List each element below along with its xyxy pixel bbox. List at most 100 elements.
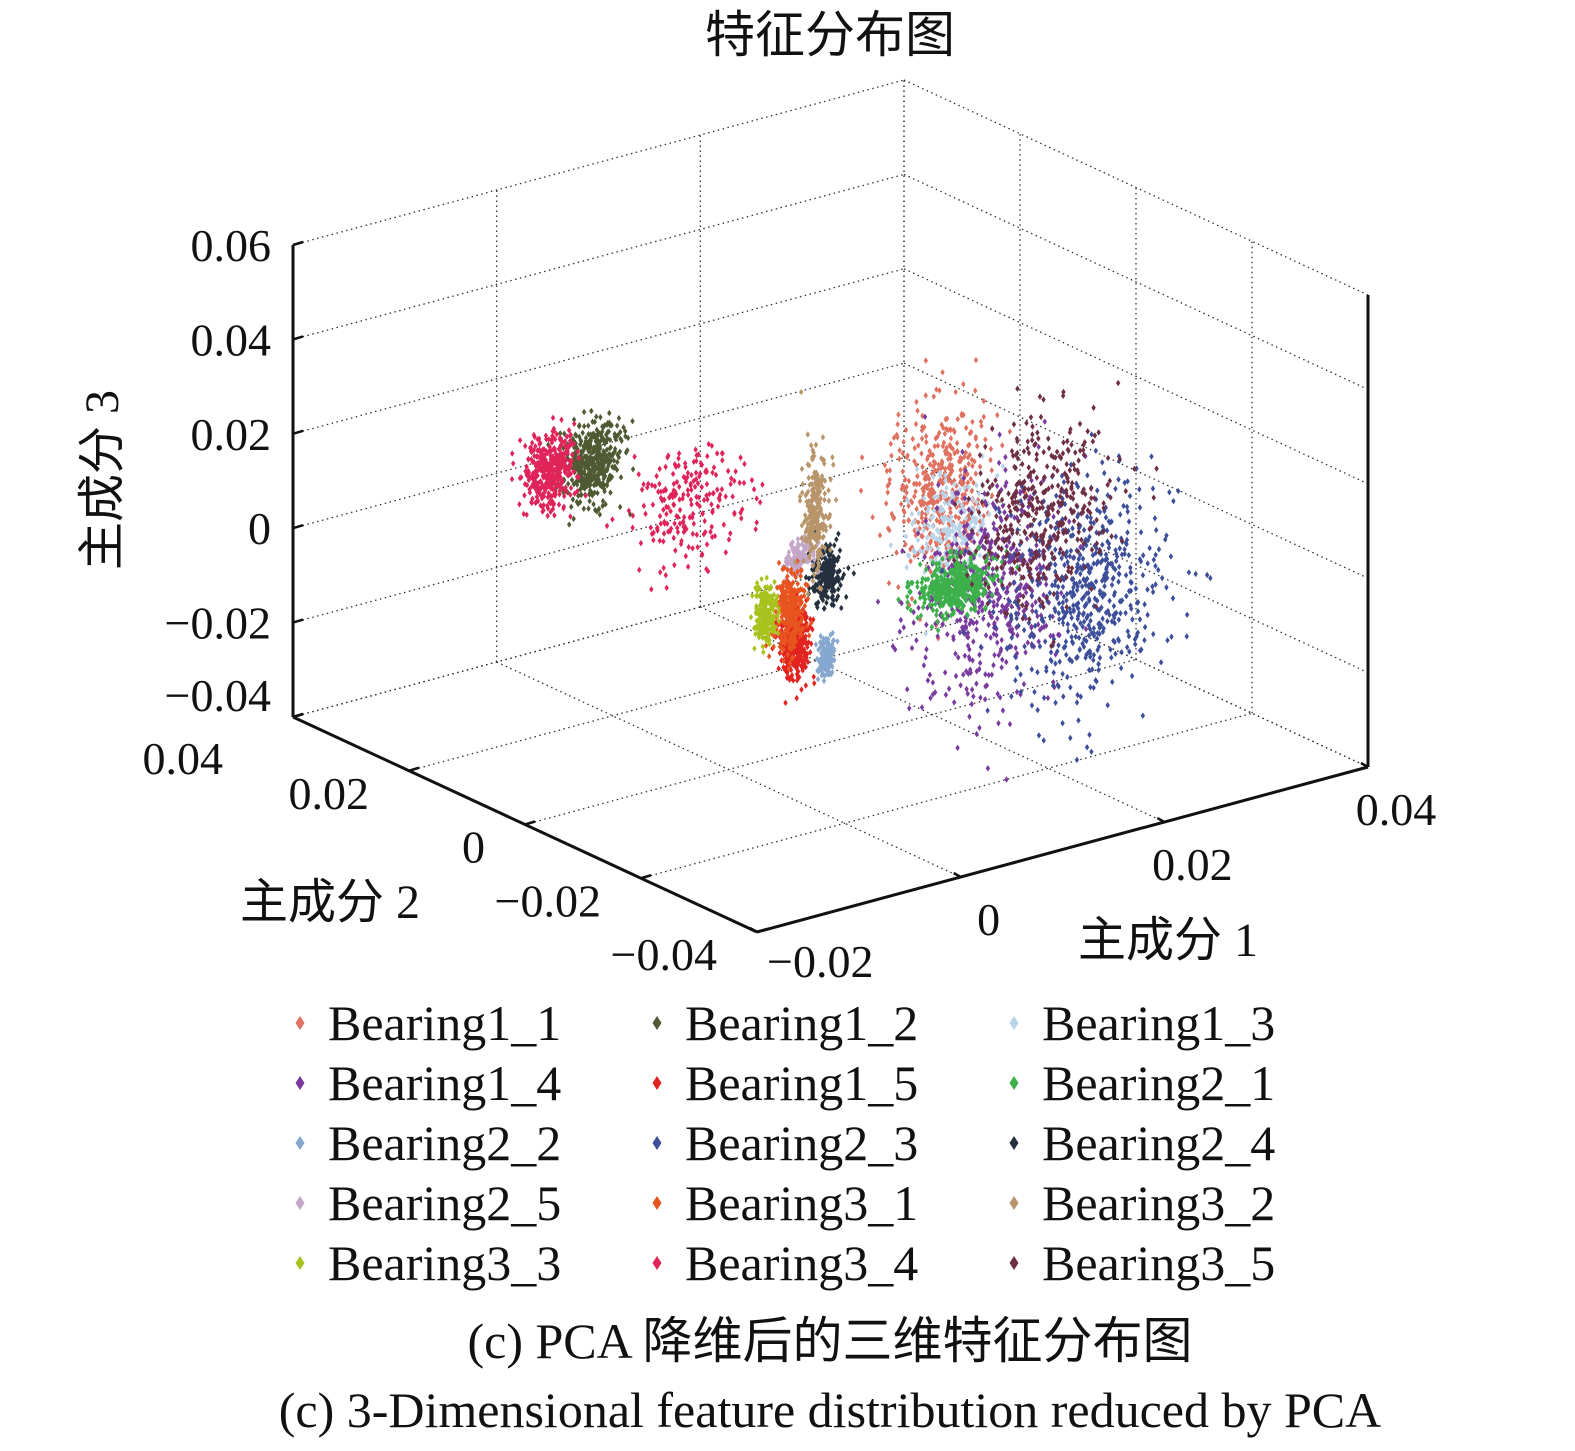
data-point [1034, 542, 1039, 549]
data-point [1016, 604, 1022, 612]
data-point [817, 488, 823, 496]
data-point [1008, 522, 1014, 529]
data-point [567, 521, 572, 528]
data-point [676, 455, 681, 462]
data-point [817, 480, 823, 487]
data-point [904, 483, 909, 491]
data-point [802, 518, 807, 526]
data-point [1030, 495, 1035, 503]
data-point [1008, 612, 1014, 619]
data-point [816, 568, 822, 575]
data-point [571, 480, 577, 488]
data-point [1039, 624, 1044, 632]
data-point [817, 658, 822, 666]
data-point [976, 509, 982, 516]
data-point [630, 466, 636, 473]
data-point [923, 596, 928, 603]
data-point [981, 615, 986, 622]
data-point [947, 600, 952, 608]
data-point [791, 661, 796, 669]
data-point [709, 533, 715, 541]
data-point [1137, 504, 1143, 511]
data-point [800, 608, 805, 615]
data-point [819, 579, 824, 586]
data-point [998, 648, 1003, 655]
data-point [780, 646, 786, 654]
data-point [1056, 683, 1061, 690]
data-point [887, 476, 892, 483]
data-point [579, 482, 585, 489]
data-point [522, 492, 527, 499]
data-point [801, 592, 807, 600]
data-point [790, 657, 796, 664]
data-point [1040, 574, 1045, 582]
data-point [821, 549, 826, 557]
data-point [679, 537, 684, 545]
data-point [920, 544, 925, 551]
data-point [1124, 592, 1129, 600]
data-point [946, 455, 951, 463]
data-point [705, 453, 710, 460]
data-point [963, 467, 968, 474]
data-point [544, 502, 550, 509]
data-point [1078, 570, 1083, 578]
data-point [1088, 485, 1094, 492]
data-point [591, 500, 596, 508]
data-point [998, 608, 1004, 615]
data-point [967, 646, 972, 653]
data-point [595, 489, 600, 497]
data-point [831, 596, 836, 604]
data-point [1052, 605, 1057, 612]
data-point [1048, 523, 1054, 530]
data-point [901, 507, 906, 514]
data-point [1029, 587, 1035, 595]
data-point [552, 436, 558, 443]
data-point [968, 475, 974, 483]
data-point [784, 668, 789, 676]
data-point [563, 488, 569, 495]
data-point [1030, 602, 1035, 609]
data-point [896, 596, 901, 603]
data-point [796, 608, 802, 616]
data-point [839, 604, 844, 612]
data-point [677, 483, 682, 490]
data-point [965, 629, 971, 637]
data-point [768, 583, 774, 590]
data-point [1032, 688, 1037, 696]
data-point [1069, 441, 1074, 448]
data-point [536, 435, 542, 443]
data-point [971, 587, 977, 595]
data-point [732, 510, 737, 518]
data-point [885, 489, 890, 496]
data-point [526, 467, 531, 475]
data-point [1044, 594, 1049, 602]
data-point [1085, 562, 1090, 569]
data-point [973, 563, 979, 571]
data-point [1081, 486, 1086, 493]
data-point [953, 583, 958, 591]
data-point [946, 612, 951, 620]
data-point [967, 656, 972, 663]
data-point [787, 610, 792, 618]
data-point [1053, 546, 1058, 553]
data-point [591, 481, 597, 489]
data-point [1123, 539, 1129, 547]
data-point [1006, 558, 1012, 565]
data-point [795, 557, 800, 565]
data-point [970, 657, 975, 664]
data-point [696, 494, 702, 501]
data-point [1041, 498, 1046, 505]
data-point [911, 619, 916, 626]
data-point [615, 458, 620, 466]
data-point [904, 686, 910, 693]
data-point [970, 567, 976, 574]
data-point [975, 443, 980, 450]
data-point [641, 502, 647, 510]
data-point [1035, 581, 1041, 588]
data-point [571, 416, 577, 423]
data-point [805, 527, 811, 535]
data-point [621, 424, 626, 431]
data-point [601, 424, 606, 431]
data-point [828, 671, 834, 678]
data-point [1062, 561, 1067, 569]
